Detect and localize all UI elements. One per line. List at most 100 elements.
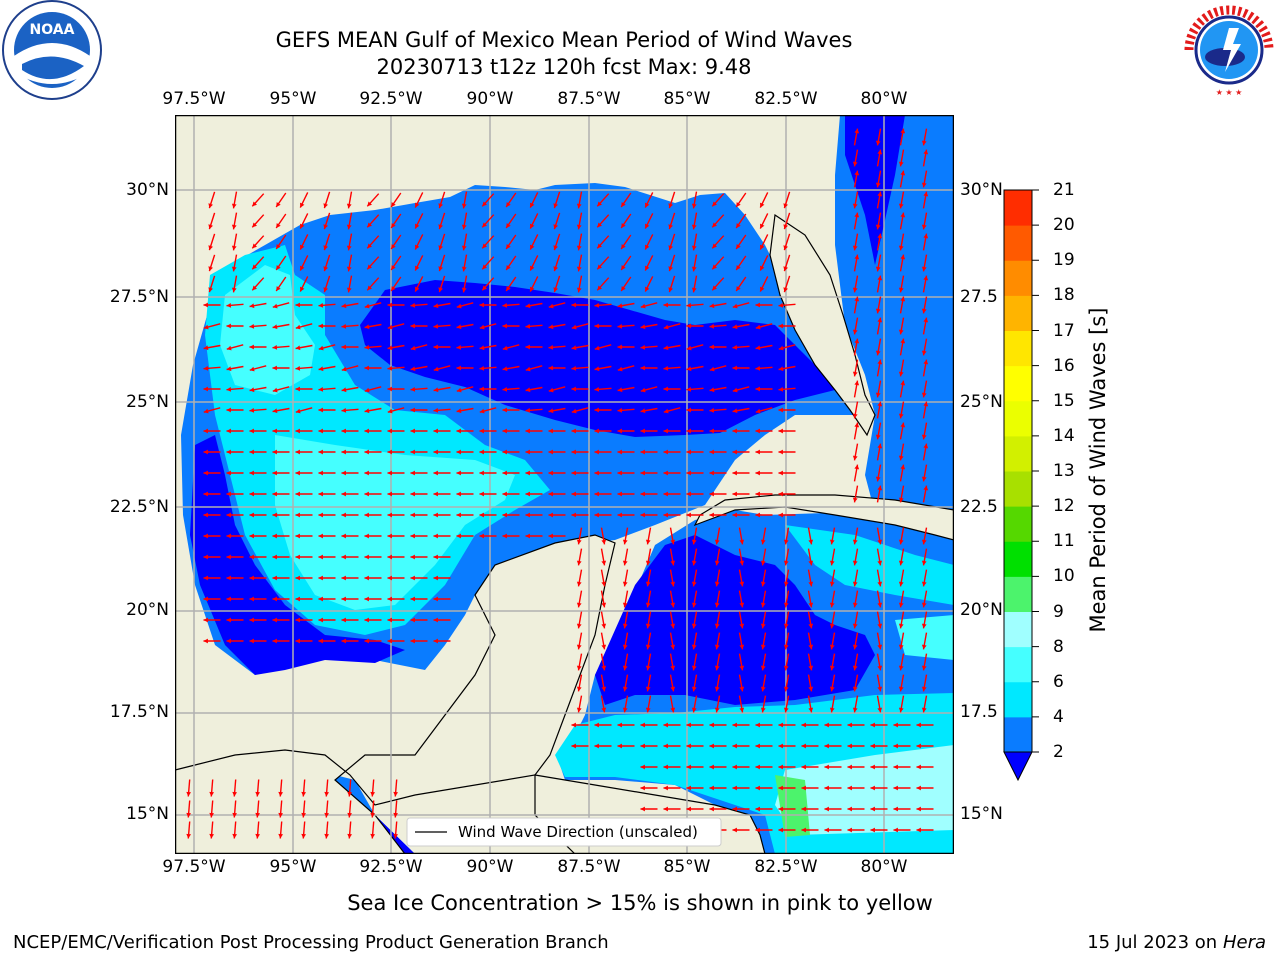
wave-direction-arrowhead (272, 638, 277, 644)
wave-direction-arrowhead (387, 596, 392, 602)
wave-direction-arrowhead (594, 303, 600, 308)
wave-direction-arrowhead (594, 366, 600, 372)
wave-direction-arrowhead (482, 264, 487, 270)
lat-label-right: 20°N (960, 600, 1003, 620)
colorbar-band (1004, 400, 1032, 437)
wave-direction-arrowhead (295, 345, 301, 351)
wave-direction-arrowhead (479, 512, 484, 518)
wave-direction-arrowhead (875, 224, 881, 230)
map-title: GEFS MEAN Gulf of Mexico Mean Period of … (275, 28, 853, 52)
wave-direction-arrowhead (921, 560, 927, 566)
wave-direction-arrowhead (272, 596, 277, 602)
wave-direction-arrowhead (829, 665, 835, 671)
wave-direction-arrowhead (456, 345, 462, 350)
wave-direction-arrowhead (249, 554, 254, 560)
wave-direction-arrowhead (226, 638, 231, 644)
wave-direction-arrowhead (852, 161, 858, 167)
wave-direction-arrowhead (387, 638, 392, 644)
wave-direction-arrowhead (921, 476, 927, 482)
colorbar-tick-label: 9 (1053, 601, 1064, 622)
colorbar-band (1004, 190, 1032, 226)
wave-direction-arrowhead (714, 602, 720, 608)
wave-direction-arrowhead (456, 324, 462, 330)
wave-direction-arrowhead (691, 245, 697, 251)
wave-direction-arrowhead (415, 286, 420, 292)
wave-direction-arrowhead (341, 366, 347, 372)
wave-direction-arrowhead (295, 638, 300, 644)
wave-direction-arrowhead (276, 286, 281, 291)
wave-direction-arrowhead (668, 287, 673, 293)
lat-label-left: 15°N (126, 804, 169, 824)
wave-direction-arrowhead (576, 203, 582, 209)
wave-direction-arrowhead (893, 827, 898, 833)
wave-direction-arrowhead (691, 644, 697, 650)
wave-direction-arrowhead (571, 512, 576, 518)
wave-direction-arrowhead (433, 575, 438, 581)
wave-direction-arrowhead (622, 539, 628, 545)
wave-direction-arrowhead (272, 387, 278, 393)
colorbar-band (1004, 260, 1032, 296)
wave-direction-arrowhead (601, 665, 607, 671)
wave-direction-arrowhead (640, 806, 645, 812)
wave-direction-arrowhead (847, 743, 852, 749)
wave-direction-arrowhead (670, 686, 676, 692)
wave-direction-arrowhead (318, 617, 323, 623)
wave-direction-arrowhead (778, 387, 784, 392)
wave-direction-arrowhead (778, 428, 783, 434)
wave-direction-arrowhead (808, 539, 814, 545)
wave-direction-arrowhead (226, 470, 231, 476)
wave-direction-arrowhead (877, 275, 883, 281)
wave-direction-arrowhead (433, 617, 438, 623)
wave-direction-arrowhead (852, 581, 858, 587)
wave-direction-arrowhead (255, 812, 260, 818)
wave-direction-arrowhead (433, 533, 438, 539)
wave-direction-arrowhead (778, 303, 784, 308)
wave-direction-arrowhead (226, 449, 231, 455)
wave-direction-arrowhead (852, 413, 858, 419)
gulf-west-light-cyan-core-2 (275, 435, 515, 610)
colorbar-tick-label: 14 (1053, 425, 1075, 446)
wave-direction-arrowhead (916, 722, 921, 728)
wave-direction-arrowhead (249, 491, 254, 497)
wave-direction-arrowhead (272, 365, 277, 371)
wave-direction-arrowhead (783, 707, 789, 713)
sea-ice-note: Sea Ice Concentration > 15% is shown in … (347, 891, 933, 915)
wave-direction-arrowhead (691, 665, 697, 671)
wave-direction-arrowhead (714, 665, 720, 671)
wave-direction-arrowhead (755, 743, 760, 749)
wave-direction-arrowhead (778, 806, 783, 812)
wave-direction-arrowhead (525, 470, 530, 476)
lat-label-right: 22.5 (960, 497, 998, 517)
wave-direction-arrowhead (456, 428, 461, 434)
wave-direction-arrowhead (341, 491, 346, 497)
wave-direction-arrowhead (783, 623, 789, 629)
wave-direction-arrowhead (640, 365, 645, 371)
wave-direction-arrowhead (433, 344, 438, 350)
wave-direction-arrowhead (553, 245, 558, 251)
wave-direction-arrowhead (824, 785, 829, 791)
wave-direction-arrowhead (295, 449, 300, 455)
wave-direction-arrowhead (778, 491, 783, 497)
wave-direction-arrowhead (712, 222, 717, 228)
wave-direction-arrowhead (249, 387, 255, 393)
wave-direction-arrowhead (732, 470, 737, 476)
wave-direction-arrowhead (502, 512, 507, 518)
wave-direction-arrowhead (502, 470, 507, 476)
wave-direction-arrowhead (410, 638, 415, 644)
wave-direction-arrowhead (645, 665, 651, 671)
wave-direction-arrowhead (916, 764, 921, 770)
wave-direction-arrowhead (622, 623, 628, 629)
wave-direction-arrowhead (410, 617, 415, 623)
wave-direction-arrowhead (875, 350, 881, 356)
wave-direction-arrowhead (482, 243, 487, 249)
wave-direction-arrowhead (255, 833, 260, 839)
wave-direction-arrowhead (318, 345, 324, 351)
wave-direction-arrowhead (808, 707, 814, 713)
wave-direction-arrowhead (852, 287, 858, 293)
wave-direction-arrowhead (801, 785, 806, 791)
wave-direction-arrowhead (714, 686, 720, 692)
wave-direction-arrowhead (640, 387, 646, 393)
wave-direction-arrowhead (553, 266, 558, 272)
wave-direction-arrowhead (502, 366, 508, 372)
wave-direction-arrowhead (548, 491, 553, 497)
